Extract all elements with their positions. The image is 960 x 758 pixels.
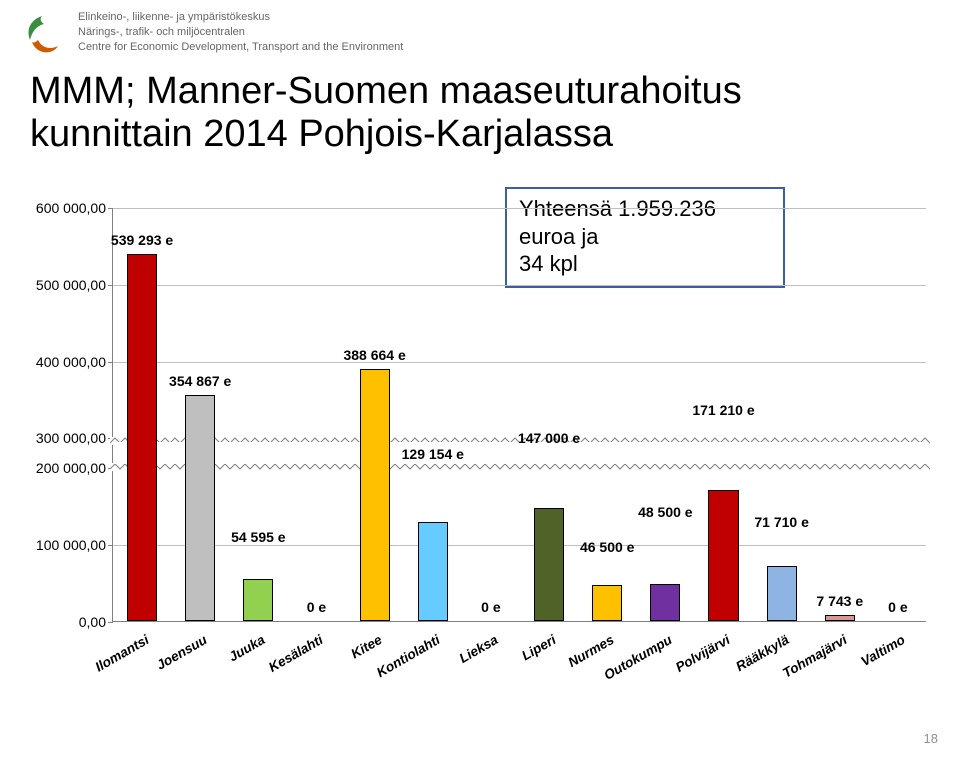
- bar: [418, 522, 448, 621]
- bar: [825, 615, 855, 621]
- category-label: Polvijärvi: [673, 632, 733, 675]
- category-label: Kitee: [348, 632, 384, 661]
- bar-value-label: 129 154 e: [402, 446, 464, 462]
- category-label: Kesälahti: [266, 632, 325, 675]
- bar-slot: 388 664 eKitee: [346, 208, 404, 621]
- y-tick-label: 400 000,00: [30, 354, 106, 370]
- bar-slot: 7 743 eTohmajärvi: [811, 208, 869, 621]
- bar: [708, 490, 738, 621]
- bar-slot: 0 eValtimo: [869, 208, 927, 621]
- slide-header: Elinkeino-, liikenne- ja ympäristökeskus…: [0, 0, 960, 64]
- bar: [767, 566, 797, 621]
- bar: [185, 395, 215, 621]
- bar-slot: 46 500 eNurmes: [578, 208, 636, 621]
- plot-area: 539 293 eIlomantsi354 867 eJoensuu54 595…: [112, 208, 926, 622]
- bar: [650, 584, 680, 621]
- bar: [360, 369, 390, 621]
- bar-chart: 539 293 eIlomantsi354 867 eJoensuu54 595…: [34, 208, 926, 688]
- bar-value-label: 48 500 e: [638, 504, 693, 520]
- y-tick-label: 500 000,00: [30, 277, 106, 293]
- bar-value-label: 7 743 e: [816, 593, 863, 609]
- title-line-1: MMM; Manner-Suomen maaseuturahoitus: [30, 70, 742, 112]
- bar-value-label: 0 e: [307, 599, 326, 615]
- bar-value-label: 0 e: [888, 599, 907, 615]
- category-label: Kontiolahti: [374, 632, 443, 680]
- org-logo: [18, 10, 68, 60]
- category-label: Tohmajärvi: [780, 632, 849, 681]
- org-line-3: Centre for Economic Development, Transpo…: [78, 40, 403, 55]
- bar-slot: 171 210 ePolvijärvi: [694, 208, 752, 621]
- org-line-1: Elinkeino-, liikenne- ja ympäristökeskus: [78, 10, 403, 25]
- bar-slot: 354 867 eJoensuu: [171, 208, 229, 621]
- bar-value-label: 354 867 e: [169, 373, 231, 389]
- bar-slot: 539 293 eIlomantsi: [113, 208, 171, 621]
- bar-value-label: 0 e: [481, 599, 500, 615]
- bar-slot: 0 eKesälahti: [287, 208, 345, 621]
- bar-slot: 0 eLieksa: [462, 208, 520, 621]
- category-label: Joensuu: [154, 632, 210, 673]
- title-line-2: kunnittain 2014 Pohjois-Karjalassa: [30, 113, 613, 155]
- bar: [534, 508, 564, 621]
- bar-slot: 129 154 eKontiolahti: [404, 208, 462, 621]
- bar-value-label: 71 710 e: [754, 514, 809, 530]
- category-label: Valtimo: [858, 632, 907, 669]
- y-tick-label: 600 000,00: [30, 200, 106, 216]
- bar-slot: 71 710 eRääkkylä: [753, 208, 811, 621]
- category-label: Juuka: [227, 632, 268, 665]
- page-number: 18: [924, 731, 938, 746]
- slide-title: MMM; Manner-Suomen maaseuturahoitus kunn…: [0, 64, 960, 161]
- bar-slot: 147 000 eLiperi: [520, 208, 578, 621]
- y-tick-label: 300 000,00: [30, 430, 106, 446]
- org-name-lines: Elinkeino-, liikenne- ja ympäristökeskus…: [78, 10, 403, 55]
- y-tick-label: 0,00: [30, 614, 106, 630]
- bar: [243, 579, 273, 621]
- bar-value-label: 171 210 e: [692, 402, 754, 418]
- bar-value-label: 54 595 e: [231, 529, 286, 545]
- bar-slot: 54 595 eJuuka: [229, 208, 287, 621]
- category-label: Liperi: [519, 632, 558, 663]
- category-label: Lieksa: [457, 632, 501, 666]
- bar-value-label: 388 664 e: [343, 347, 405, 363]
- y-tick-label: 100 000,00: [30, 537, 106, 553]
- bar-slot: 48 500 eOutokumpu: [636, 208, 694, 621]
- y-tick-label: 200 000,00: [30, 460, 106, 476]
- category-label: Ilomantsi: [93, 632, 152, 675]
- bar: [592, 585, 622, 621]
- org-line-2: Närings-, trafik- och miljöcentralen: [78, 25, 403, 40]
- bar-value-label: 539 293 e: [111, 232, 173, 248]
- bar-value-label: 46 500 e: [580, 539, 635, 555]
- bar: [127, 254, 157, 621]
- bar-value-label: 147 000 e: [518, 430, 580, 446]
